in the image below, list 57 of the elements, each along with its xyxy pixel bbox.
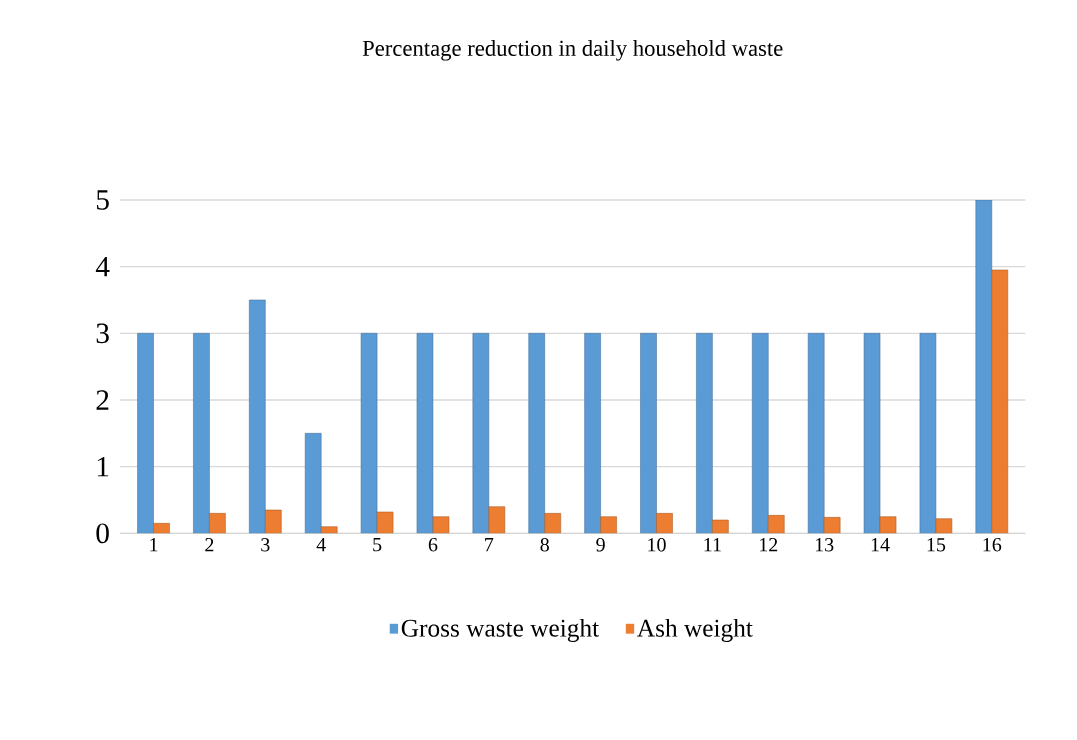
bar	[209, 513, 226, 534]
y-tick-label: 4	[95, 257, 110, 277]
bar	[432, 516, 450, 534]
bar	[975, 200, 993, 534]
bar	[752, 333, 769, 534]
bar	[584, 333, 601, 534]
x-tick-label: 15	[927, 538, 946, 552]
bar	[472, 333, 490, 534]
y-tick-label: 2	[96, 390, 109, 410]
y-tick-label: 1	[97, 456, 109, 477]
y-tick-label: 3	[96, 323, 109, 344]
x-tick-label: 9	[596, 538, 605, 552]
x-tick-label: 7	[485, 538, 494, 552]
x-tick-label: 16	[983, 538, 1002, 552]
bar	[193, 333, 210, 534]
bar	[600, 516, 617, 534]
chart-title: Percentage reduction in daily household waste	[362, 40, 783, 61]
bar	[376, 511, 394, 534]
bar	[696, 333, 713, 534]
bar	[265, 509, 282, 534]
legend-label: Gross waste weight	[401, 618, 599, 642]
bar	[935, 518, 953, 534]
bar	[640, 333, 657, 534]
bar	[320, 526, 338, 534]
x-tick-label: 14	[871, 538, 890, 552]
bar	[823, 517, 841, 534]
legend-label: Ash weight	[637, 618, 753, 642]
bar	[488, 506, 506, 534]
x-tick-label: 3	[261, 538, 270, 552]
x-tick-label: 5	[373, 538, 382, 552]
bar	[712, 519, 729, 534]
bar	[360, 333, 378, 534]
y-tick-label: 0	[96, 523, 109, 544]
bar	[807, 333, 825, 534]
bar	[879, 516, 897, 534]
bar	[528, 333, 545, 534]
x-tick-label: 8	[540, 538, 549, 552]
bar	[919, 333, 937, 534]
bar	[416, 333, 434, 534]
x-tick-label: 13	[815, 538, 834, 552]
x-tick-label: 4	[316, 538, 326, 552]
x-tick-label: 1	[150, 538, 158, 552]
bar	[137, 333, 154, 534]
bar	[304, 433, 322, 534]
x-tick-label: 10	[648, 538, 666, 552]
x-tick-label: 6	[428, 538, 438, 552]
bar	[153, 523, 170, 534]
bar	[768, 515, 785, 534]
bar	[656, 513, 673, 534]
bar	[249, 299, 266, 534]
bar	[991, 269, 1009, 534]
x-tick-label: 11	[704, 538, 721, 552]
bar	[863, 333, 881, 534]
bar	[544, 513, 561, 534]
x-tick-label: 2	[205, 538, 214, 552]
y-tick-label: 5	[97, 190, 109, 210]
x-tick-label: 12	[760, 538, 778, 552]
